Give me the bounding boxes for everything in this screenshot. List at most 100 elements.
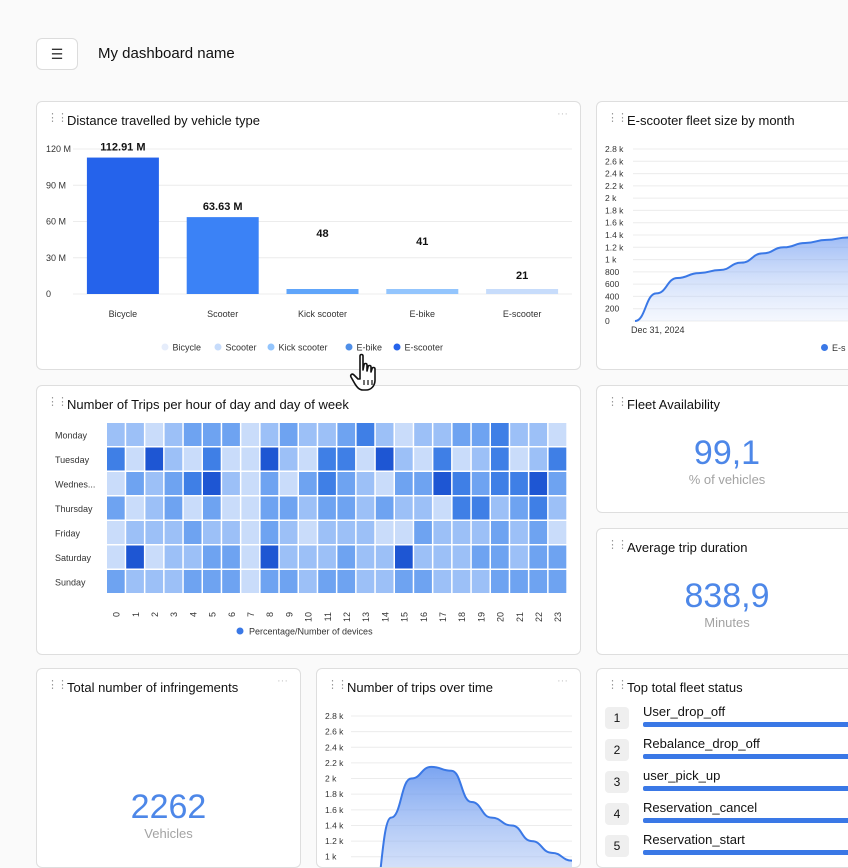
- heatmap-cell: [279, 496, 298, 520]
- heatmap-cell: [491, 521, 509, 544]
- heatmap-cell: [222, 570, 240, 593]
- y-tick-label: 2.8 k: [325, 711, 344, 721]
- y-tick-label: 1.4 k: [325, 820, 344, 830]
- heatmap-cell: [356, 423, 375, 446]
- y-tick-label: 2 k: [605, 193, 617, 203]
- card-title: Top total fleet status: [627, 680, 743, 695]
- heatmap-cell: [299, 423, 317, 446]
- y-tick-label: 30 M: [46, 253, 66, 263]
- more-options-icon[interactable]: ···: [277, 675, 288, 687]
- heatmap-cell: [395, 447, 413, 471]
- y-tick-label: 0: [605, 316, 610, 326]
- drag-handle-icon[interactable]: ⋮⋮: [327, 679, 348, 691]
- heatmap-cell: [356, 496, 375, 520]
- fleet-size-card[interactable]: ⋮⋮ E-scooter fleet size by month 0 200 400…: [596, 101, 848, 370]
- heatmap-cell: [491, 472, 509, 495]
- heatmap-cell: [414, 423, 432, 446]
- heatmap-cell: [107, 423, 125, 446]
- distance-bar-chart: 0 30 M 60 M 90 M 120 M 112.91 M Bicycle 63.63 M…: [46, 142, 572, 353]
- col-label: 6: [227, 612, 237, 617]
- heatmap-cell: [337, 472, 356, 495]
- heatmap-cell: [510, 545, 528, 569]
- infringements-card[interactable]: ⋮⋮ Total number of infringements ··· 226…: [36, 668, 301, 868]
- hamburger-icon: ☰: [50, 45, 64, 62]
- heatmap-cell: [414, 472, 432, 495]
- heatmap-cell: [145, 423, 164, 446]
- col-label: 14: [380, 612, 390, 622]
- heatmap-cell: [145, 570, 164, 593]
- more-options-icon[interactable]: ···: [557, 108, 568, 120]
- y-tick-label: 1 k: [325, 852, 337, 862]
- drag-handle-icon[interactable]: ⋮⋮: [607, 112, 628, 124]
- heatmap-cell: [279, 472, 298, 495]
- more-options-icon[interactable]: ···: [557, 675, 568, 687]
- heatmap-cell: [126, 545, 144, 569]
- status-rank: 1: [605, 707, 629, 729]
- card-title: Number of Trips per hour of day and day …: [67, 397, 349, 412]
- heatmap-card[interactable]: ⋮⋮ Number of Trips per hour of day and d…: [36, 385, 581, 655]
- heatmap-cell: [164, 423, 183, 446]
- col-label: 1: [131, 612, 141, 617]
- y-tick-label: 1.6 k: [325, 805, 344, 815]
- infringements-unit: Vehicles: [144, 826, 193, 841]
- heatmap-cell: [491, 447, 509, 471]
- heatmap-cell: [491, 496, 509, 520]
- y-tick-label: 400: [605, 291, 619, 301]
- col-label: 20: [496, 612, 506, 622]
- distance-card[interactable]: ⋮⋮ Distance travelled by vehicle type ··…: [36, 101, 581, 370]
- heatmap-cell: [299, 496, 317, 520]
- col-label: 21: [515, 612, 525, 622]
- y-tick-label: 2.8 k: [605, 144, 624, 154]
- row-label: Monday: [55, 430, 88, 440]
- data-label: 63.63 M: [203, 201, 243, 213]
- heatmap-cell: [395, 496, 413, 520]
- drag-handle-icon[interactable]: ⋮⋮: [607, 679, 628, 691]
- bar: [86, 157, 159, 294]
- heatmap-cell: [375, 423, 394, 446]
- heatmap-chart: Monday Tuesday Wednes... Thursday Friday Satu…: [55, 423, 567, 637]
- heatmap-cell: [510, 570, 528, 593]
- heatmap-cell: [164, 447, 183, 471]
- row-label: Saturday: [55, 553, 92, 563]
- availability-value: 99,1: [693, 434, 761, 472]
- heatmap-cell: [183, 570, 202, 593]
- y-tick-label: 1.8 k: [605, 205, 624, 215]
- heatmap-cell: [414, 545, 432, 569]
- legend-dot: [345, 343, 353, 351]
- fleet-availability-card[interactable]: ⋮⋮ Fleet Availability 99,1 % of vehicles: [596, 385, 848, 513]
- drag-handle-icon[interactable]: ⋮⋮: [607, 396, 628, 408]
- fleet-area-chart: 0 200 400 600 800 1 k 1.2 k 1.4 k 1.6 k 1.8 k 2 k 2…: [605, 144, 848, 326]
- heatmap-cell: [375, 447, 394, 471]
- menu-button[interactable]: ☰: [36, 38, 78, 70]
- heatmap-cell: [510, 423, 528, 446]
- drag-handle-icon[interactable]: ⋮⋮: [47, 679, 68, 691]
- heatmap-cell: [529, 496, 548, 520]
- heatmap-cell: [433, 447, 452, 471]
- drag-handle-icon[interactable]: ⋮⋮: [607, 539, 628, 551]
- drag-handle-icon[interactable]: ⋮⋮: [47, 396, 68, 408]
- heatmap-cell: [145, 496, 164, 520]
- trip-duration-card[interactable]: ⋮⋮ Average trip duration 838,9 Minutes: [596, 528, 848, 655]
- heatmap-cell: [145, 472, 164, 495]
- legend-dot: [393, 343, 401, 351]
- y-tick-label: 1.2 k: [605, 242, 624, 252]
- heatmap-cell: [222, 521, 240, 544]
- heatmap-cell: [471, 472, 490, 495]
- drag-handle-icon[interactable]: ⋮⋮: [47, 112, 68, 124]
- fleet-status-card[interactable]: ⋮⋮ Top total fleet status 1 User_drop_of…: [596, 668, 848, 868]
- legend-dot: [214, 343, 222, 351]
- x-tick-label: Kick scooter: [298, 309, 347, 319]
- heatmap-cell: [241, 570, 260, 593]
- heatmap-cell: [356, 545, 375, 569]
- data-label: 21: [516, 270, 528, 282]
- heatmap-cell: [375, 472, 394, 495]
- heatmap-cell: [395, 545, 413, 569]
- heatmap-cell: [491, 570, 509, 593]
- heatmap-cell: [433, 570, 452, 593]
- heatmap-cell: [318, 521, 336, 544]
- heatmap-cell: [548, 545, 567, 569]
- heatmap-cell: [375, 570, 394, 593]
- heatmap-cell: [452, 472, 471, 495]
